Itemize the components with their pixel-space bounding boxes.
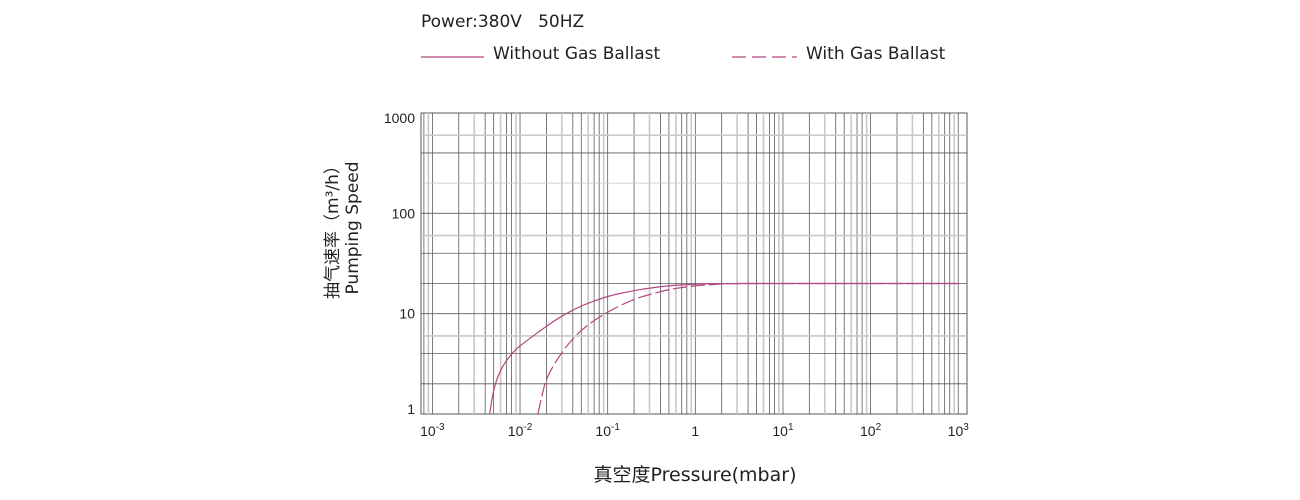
y-tick-label: 10: [399, 306, 415, 322]
curves: [489, 282, 959, 415]
legend-without-label: Without Gas Ballast: [493, 44, 661, 64]
y-tick-label: 1: [407, 401, 415, 417]
legend-with-label: With Gas Ballast: [806, 44, 946, 64]
y-tick-label: 1000: [384, 110, 415, 126]
y-axis-label-cn: 抽气速率（m³/h）: [323, 157, 343, 299]
x-tick-label: 102: [860, 422, 882, 439]
x-tick-label: 10-1: [595, 422, 620, 439]
grid: [420, 112, 968, 415]
x-tick-label: 1: [691, 423, 699, 439]
x-axis-label: 真空度Pressure(mbar): [593, 464, 797, 486]
plot-frame: [420, 112, 968, 415]
tick-labels: 10-3 10-2 10-1 1 101 102 103 1 10 100 1000: [384, 110, 969, 439]
x-tick-label: 10-3: [420, 422, 445, 439]
power-spec: Power:380V 50HZ: [421, 12, 585, 32]
series-line-without-gas-ballast: [489, 282, 959, 415]
y-axis-label-en: Pumping Speed: [343, 161, 363, 295]
x-tick-label: 103: [948, 422, 970, 439]
x-tick-label: 101: [772, 422, 794, 439]
y-tick-label: 100: [392, 205, 416, 221]
x-tick-label: 10-2: [508, 422, 533, 439]
series-line-with-gas-ballast: [537, 282, 959, 415]
